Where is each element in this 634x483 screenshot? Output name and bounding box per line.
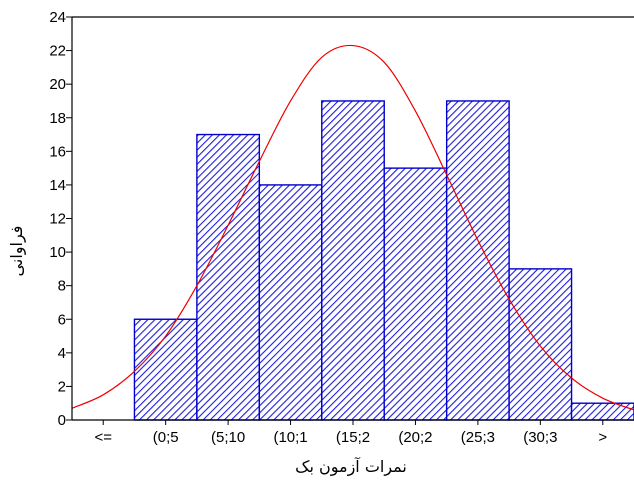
y-tick-label: 10 [49, 244, 66, 261]
curve-layer [71, 44, 634, 411]
bar-8 [570, 402, 634, 421]
y-tick-label: 8 [58, 278, 66, 295]
x-tick-label: (10;1 [273, 429, 307, 446]
y-axis-title: فراوانی [7, 226, 27, 277]
text-layer: نمرات آزمون بک فراوانی [7, 226, 407, 477]
x-tick-label: (30;3 [523, 429, 557, 446]
y-tick-label: 4 [58, 345, 66, 362]
y-tick-label: 22 [49, 43, 66, 60]
y-tick-label: 20 [49, 76, 66, 93]
y-tick-label: 12 [49, 211, 66, 228]
y-tick-label: 18 [49, 110, 66, 127]
bar-1 [133, 318, 198, 421]
y-tick-label: 14 [49, 177, 66, 194]
bar-6 [445, 100, 510, 421]
x-tick-label: (0;5 [153, 429, 179, 446]
x-tick-label: (25;3 [461, 429, 495, 446]
bar-2 [196, 133, 261, 421]
y-tick-label: 6 [58, 311, 66, 328]
y-tick-label: 24 [49, 9, 66, 26]
y-tick-label: 2 [58, 378, 66, 395]
y-tick-label: 0 [58, 412, 66, 429]
bar-3 [258, 184, 323, 421]
x-tick-label: (15;2 [336, 429, 370, 446]
x-tick-label: > [598, 429, 607, 446]
x-tick-label: <= [94, 429, 112, 446]
y-tick-label: 16 [49, 143, 66, 160]
x-tick-label: (5;10 [211, 429, 245, 446]
bars-layer [133, 100, 634, 421]
normal-curve-line [71, 44, 634, 411]
bar-5 [383, 167, 448, 421]
x-axis-title: نمرات آزمون بک [295, 457, 407, 477]
bar-7 [508, 268, 573, 421]
bar-4 [321, 100, 385, 421]
x-tick-label: (20;2 [398, 429, 432, 446]
